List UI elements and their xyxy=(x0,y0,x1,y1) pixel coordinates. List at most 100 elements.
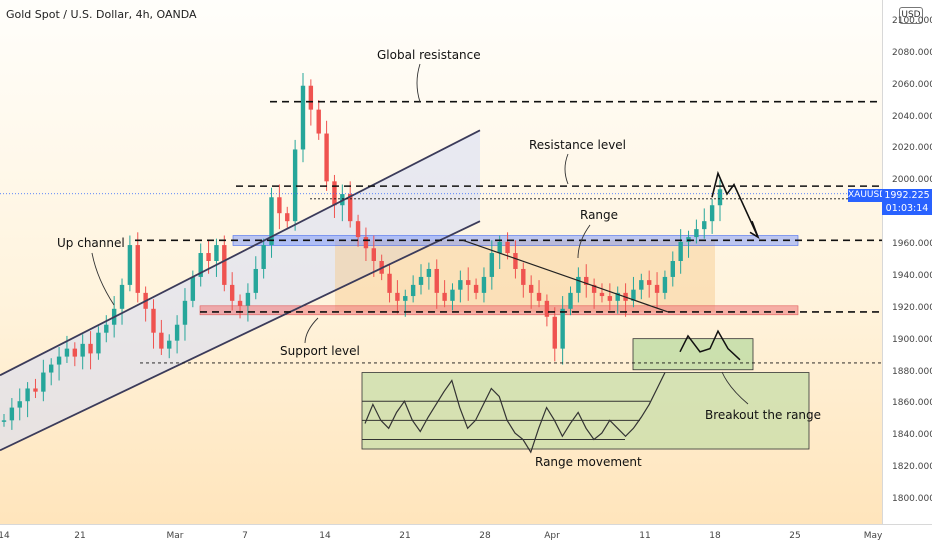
y-tick-label: 2000.000 xyxy=(892,175,932,186)
y-tick-label: 1860.000 xyxy=(892,398,932,409)
arrow-channel xyxy=(91,252,115,306)
arrow-global xyxy=(416,63,421,103)
support-level-label: Support level xyxy=(280,344,360,358)
candle-body xyxy=(497,241,502,254)
candle-body xyxy=(151,308,156,333)
arrow-resistance xyxy=(564,153,569,185)
candle-body xyxy=(96,332,101,354)
candle-body xyxy=(308,85,314,110)
candle-body xyxy=(410,284,416,297)
arrow-breakout xyxy=(721,371,749,405)
candle-body xyxy=(277,197,282,214)
candle-body xyxy=(332,181,337,206)
candle-body xyxy=(371,248,377,261)
candle-body xyxy=(347,194,353,222)
candle-body xyxy=(489,253,495,277)
candle-body xyxy=(363,237,369,249)
price-badge: 1992.225 01:03:14 xyxy=(882,189,932,215)
candle-body xyxy=(536,292,542,301)
candle-body xyxy=(206,253,211,261)
x-tick-label: Apr xyxy=(544,531,560,541)
candle-body xyxy=(167,340,172,349)
forecast-path xyxy=(711,170,759,238)
channel-upper-line xyxy=(0,129,481,377)
candle-body xyxy=(450,289,455,301)
y-tick-label: 2020.000 xyxy=(892,143,932,154)
candle-body xyxy=(292,149,298,222)
y-tick-label: 1840.000 xyxy=(892,430,932,441)
candle-body xyxy=(285,213,290,222)
candle-body xyxy=(544,300,550,317)
candle-body xyxy=(599,292,605,297)
candle-body xyxy=(72,348,78,357)
x-tick-label: 7 xyxy=(242,531,248,541)
x-tick-label: 14 xyxy=(0,531,10,541)
breakout-label: Breakout the range xyxy=(705,408,822,422)
forecast-arrowhead xyxy=(749,220,760,239)
candle-body xyxy=(702,221,707,230)
candle-body xyxy=(568,292,573,309)
y-tick-label: 1900.000 xyxy=(892,334,932,345)
candle-body xyxy=(513,253,518,269)
candle-body xyxy=(646,280,652,285)
countdown-label: 01:03:14 xyxy=(885,203,929,214)
x-tick-label: 14 xyxy=(319,531,331,541)
y-tick-label: 1940.000 xyxy=(892,270,932,281)
candle-body xyxy=(182,300,188,325)
y-tick-label: 2100.000 xyxy=(892,16,932,26)
candle-body xyxy=(127,245,133,285)
candle-body xyxy=(159,332,164,349)
candle-body xyxy=(678,241,683,261)
range-movement-label: Range movement xyxy=(535,455,642,469)
candle-body xyxy=(355,221,361,238)
arrow-support xyxy=(304,317,319,344)
candle-body xyxy=(694,229,699,238)
candle-body xyxy=(214,245,219,261)
currency-button[interactable]: USD xyxy=(899,7,923,24)
candle-body xyxy=(662,276,668,293)
candle-body xyxy=(80,343,85,357)
y-tick-label: 1800.000 xyxy=(892,494,932,504)
candle-body xyxy=(481,276,487,293)
candle-body xyxy=(64,348,70,357)
time-axis[interactable] xyxy=(0,524,932,551)
candle-body xyxy=(717,189,723,206)
candle-body xyxy=(505,241,510,254)
y-tick-label: 1960.000 xyxy=(892,239,932,250)
candle-body xyxy=(426,268,432,277)
x-tick-label: 25 xyxy=(789,531,801,541)
candle-body xyxy=(49,364,54,373)
candle-body xyxy=(458,280,463,290)
x-tick-label: 11 xyxy=(639,531,651,541)
candle-body xyxy=(104,324,109,333)
candle-body xyxy=(41,372,46,392)
candle-body xyxy=(607,296,613,301)
candle-body xyxy=(584,276,589,285)
candle-body xyxy=(253,268,258,293)
up-channel-fill xyxy=(0,130,480,451)
x-tick-label: May xyxy=(863,531,883,541)
resistance-level-label: Resistance level xyxy=(529,138,627,152)
price-axis[interactable] xyxy=(882,0,932,524)
candle-body xyxy=(261,245,266,269)
candle-body xyxy=(552,316,557,349)
candle-body xyxy=(591,284,597,293)
candle-body xyxy=(442,292,447,301)
candle-body xyxy=(245,292,251,306)
range-movement-line xyxy=(364,372,666,454)
chart-title: Gold Spot / U.S. Dollar, 4h, OANDA xyxy=(6,8,197,21)
y-tick-label: 1880.000 xyxy=(892,366,932,377)
global-resistance-label: Global resistance xyxy=(377,48,481,62)
last-price-label: 1992.225 xyxy=(884,190,930,201)
y-tick-label: 1820.000 xyxy=(892,462,932,473)
candle-body xyxy=(56,356,62,365)
y-tick-label: 2060.000 xyxy=(892,79,932,90)
descending-trendline xyxy=(462,239,669,313)
candle-body xyxy=(9,407,15,421)
candle-body xyxy=(576,276,581,293)
candle-body xyxy=(135,245,140,293)
x-tick-label: Mar xyxy=(166,531,184,541)
candle-body xyxy=(174,324,180,341)
